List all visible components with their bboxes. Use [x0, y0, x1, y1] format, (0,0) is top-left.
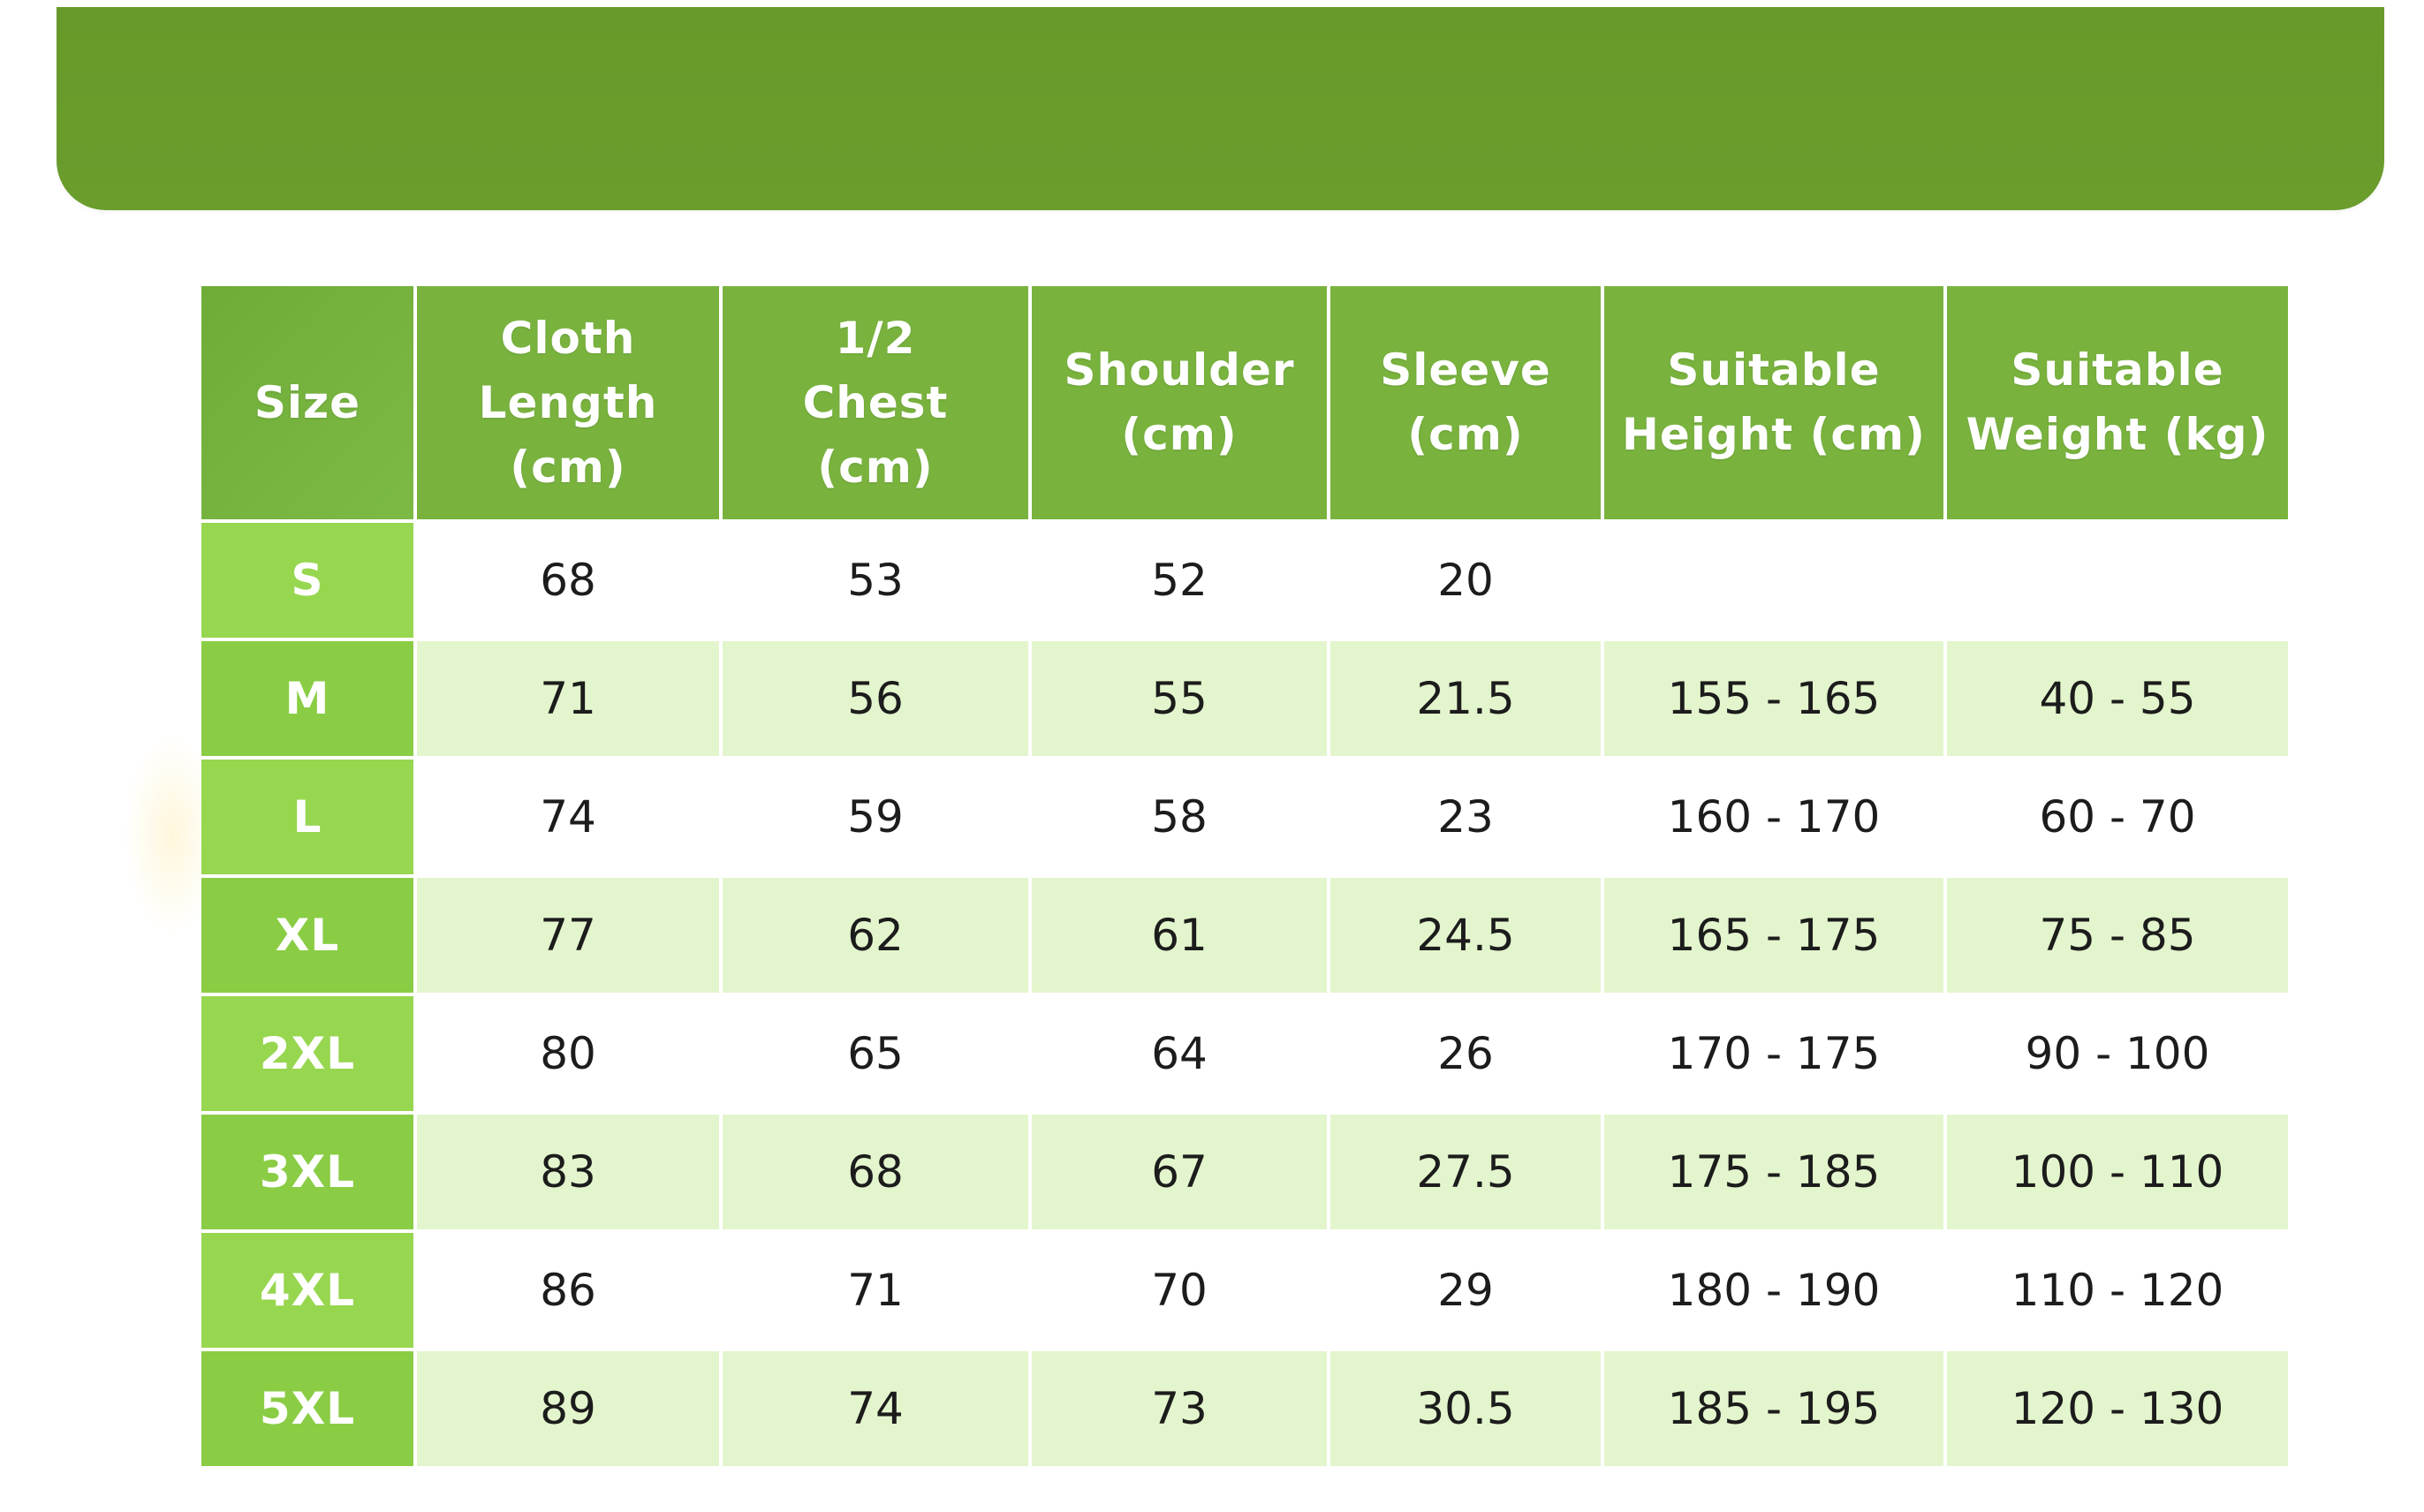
cloth-length-cell: 74: [417, 760, 719, 874]
cloth-length-cell: 80: [417, 996, 719, 1111]
table-row: XL 77 62 61 24.5 165 - 175 75 - 85: [201, 878, 2288, 993]
size-chart-table: Size Cloth Length (cm) 1/2 Chest (cm) Sh…: [198, 283, 2291, 1470]
header-row: Size Cloth Length (cm) 1/2 Chest (cm) Sh…: [201, 286, 2288, 519]
suitable-weight-cell: 60 - 70: [1947, 760, 2288, 874]
suitable-weight-cell: 40 - 55: [1947, 641, 2288, 756]
half-chest-cell: 71: [723, 1233, 1028, 1348]
suitable-height-cell: 185 - 195: [1604, 1351, 1943, 1466]
cloth-length-cell: 83: [417, 1115, 719, 1229]
table-row: M 71 56 55 21.5 155 - 165 40 - 55: [201, 641, 2288, 756]
half-chest-cell: 65: [723, 996, 1028, 1111]
header-suitable-height: Suitable Height (cm): [1604, 286, 1943, 519]
half-chest-cell: 59: [723, 760, 1028, 874]
half-chest-cell: 74: [723, 1351, 1028, 1466]
suitable-height-cell: 175 - 185: [1604, 1115, 1943, 1229]
suitable-weight-cell: 90 - 100: [1947, 996, 2288, 1111]
sleeve-cell: 30.5: [1330, 1351, 1601, 1466]
half-chest-cell: 53: [723, 523, 1028, 638]
suitable-weight-cell: 75 - 85: [1947, 878, 2288, 993]
suitable-height-cell: 170 - 175: [1604, 996, 1943, 1111]
shoulder-cell: 61: [1032, 878, 1327, 993]
size-cell: 2XL: [201, 996, 413, 1111]
suitable-height-cell: 165 - 175: [1604, 878, 1943, 993]
suitable-height-cell: 160 - 170: [1604, 760, 1943, 874]
cloth-length-cell: 89: [417, 1351, 719, 1466]
shoulder-cell: 52: [1032, 523, 1327, 638]
suitable-weight-cell: 100 - 110: [1947, 1115, 2288, 1229]
half-chest-cell: 62: [723, 878, 1028, 993]
header-banner: [57, 7, 2384, 210]
size-cell: XL: [201, 878, 413, 993]
shoulder-cell: 67: [1032, 1115, 1327, 1229]
suitable-weight-cell: 120 - 130: [1947, 1351, 2288, 1466]
suitable-height-cell: [1604, 523, 1943, 638]
sleeve-cell: 21.5: [1330, 641, 1601, 756]
table-row: 5XL 89 74 73 30.5 185 - 195 120 - 130: [201, 1351, 2288, 1466]
suitable-height-cell: 180 - 190: [1604, 1233, 1943, 1348]
sleeve-cell: 27.5: [1330, 1115, 1601, 1229]
size-cell: 3XL: [201, 1115, 413, 1229]
table-row: L 74 59 58 23 160 - 170 60 - 70: [201, 760, 2288, 874]
table-row: 2XL 80 65 64 26 170 - 175 90 - 100: [201, 996, 2288, 1111]
cloth-length-cell: 68: [417, 523, 719, 638]
size-cell: M: [201, 641, 413, 756]
sleeve-cell: 23: [1330, 760, 1601, 874]
header-suitable-weight: Suitable Weight (kg): [1947, 286, 2288, 519]
size-cell: 4XL: [201, 1233, 413, 1348]
header-half-chest: 1/2 Chest (cm): [723, 286, 1028, 519]
shoulder-cell: 73: [1032, 1351, 1327, 1466]
table-row: S 68 53 52 20: [201, 523, 2288, 638]
shoulder-cell: 55: [1032, 641, 1327, 756]
size-cell: S: [201, 523, 413, 638]
header-size: Size: [201, 286, 413, 519]
shoulder-cell: 64: [1032, 996, 1327, 1111]
table-row: 3XL 83 68 67 27.5 175 - 185 100 - 110: [201, 1115, 2288, 1229]
table-row: 4XL 86 71 70 29 180 - 190 110 - 120: [201, 1233, 2288, 1348]
cloth-length-cell: 77: [417, 878, 719, 993]
suitable-weight-cell: [1947, 523, 2288, 638]
sleeve-cell: 24.5: [1330, 878, 1601, 993]
sleeve-cell: 29: [1330, 1233, 1601, 1348]
cloth-length-cell: 71: [417, 641, 719, 756]
size-cell: 5XL: [201, 1351, 413, 1466]
header-cloth-length: Cloth Length (cm): [417, 286, 719, 519]
shoulder-cell: 58: [1032, 760, 1327, 874]
header-sleeve: Sleeve (cm): [1330, 286, 1601, 519]
cloth-length-cell: 86: [417, 1233, 719, 1348]
half-chest-cell: 68: [723, 1115, 1028, 1229]
sleeve-cell: 26: [1330, 996, 1601, 1111]
suitable-height-cell: 155 - 165: [1604, 641, 1943, 756]
sleeve-cell: 20: [1330, 523, 1601, 638]
suitable-weight-cell: 110 - 120: [1947, 1233, 2288, 1348]
half-chest-cell: 56: [723, 641, 1028, 756]
size-cell: L: [201, 760, 413, 874]
header-shoulder: Shoulder (cm): [1032, 286, 1327, 519]
shoulder-cell: 70: [1032, 1233, 1327, 1348]
